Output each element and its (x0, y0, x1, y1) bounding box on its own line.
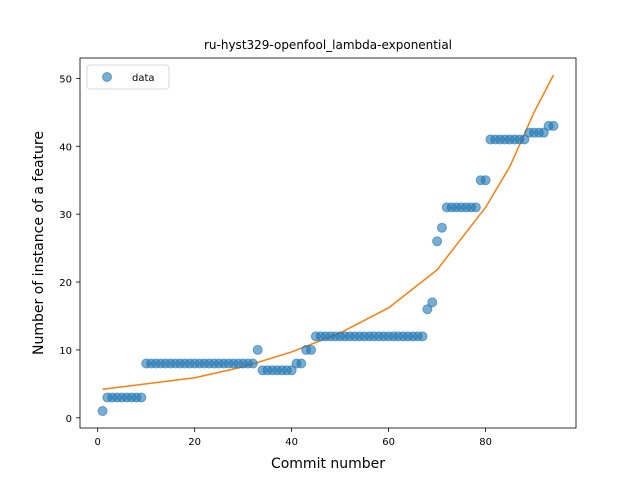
y-tick-label: 0 (66, 414, 72, 425)
legend-label-data: data (132, 73, 155, 84)
data-point (519, 134, 530, 145)
data-point (480, 175, 491, 186)
data-point (427, 297, 438, 308)
legend-marker-data (102, 72, 112, 82)
data-point (296, 358, 307, 369)
data-point (247, 358, 258, 369)
points-layer (97, 120, 559, 417)
data-point (97, 406, 108, 417)
fit-line (102, 74, 555, 391)
data-point (436, 222, 447, 233)
data-point (306, 344, 317, 355)
data-point (286, 365, 297, 376)
x-axis-label: Commit number (271, 456, 385, 472)
x-tick-label: 20 (188, 437, 201, 448)
y-tick-label: 20 (59, 278, 72, 289)
fit-layer (102, 74, 555, 391)
y-ticks: 0 10 20 30 40 50 (59, 74, 80, 425)
data-point (470, 202, 481, 213)
data-point (136, 392, 147, 403)
data-point (252, 344, 263, 355)
legend: data (86, 64, 170, 90)
y-tick-label: 50 (59, 74, 72, 85)
data-point (538, 127, 549, 138)
x-tick-label: 0 (95, 437, 101, 448)
x-ticks: 0 20 40 60 80 (95, 428, 492, 448)
y-tick-label: 30 (59, 210, 72, 221)
data-point (548, 120, 559, 131)
plot-area (80, 58, 576, 428)
y-tick-label: 10 (59, 346, 72, 357)
y-axis-label: Number of instance of a feature (31, 131, 47, 355)
plot-frame (79, 57, 577, 429)
data-point (432, 236, 443, 247)
chart-title: ru-hyst329-openfool_lambda-exponential (204, 38, 452, 52)
data-point (417, 331, 428, 342)
y-tick-label: 40 (59, 142, 72, 153)
x-tick-label: 60 (382, 437, 395, 448)
data-point (422, 304, 433, 315)
x-tick-label: 80 (479, 437, 492, 448)
x-tick-label: 40 (285, 437, 298, 448)
legend-box (86, 64, 170, 90)
